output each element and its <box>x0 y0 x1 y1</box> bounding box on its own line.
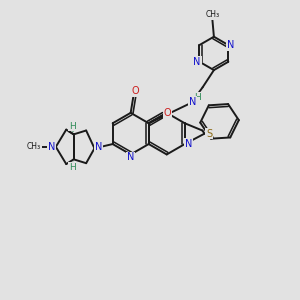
Text: N: N <box>227 40 234 50</box>
Text: H: H <box>69 163 76 172</box>
Text: N: N <box>189 97 196 106</box>
Text: CH₃: CH₃ <box>27 142 41 151</box>
Text: N: N <box>48 142 56 152</box>
Text: CH₃: CH₃ <box>206 10 220 19</box>
Text: N: N <box>194 57 201 67</box>
Text: O: O <box>164 108 171 118</box>
Text: H: H <box>69 122 76 130</box>
Text: O: O <box>131 86 139 96</box>
Text: N: N <box>127 152 134 162</box>
Text: S: S <box>206 129 212 139</box>
Text: N: N <box>184 139 192 149</box>
Text: H: H <box>194 93 201 102</box>
Text: N: N <box>95 142 103 152</box>
Text: N: N <box>184 140 192 151</box>
